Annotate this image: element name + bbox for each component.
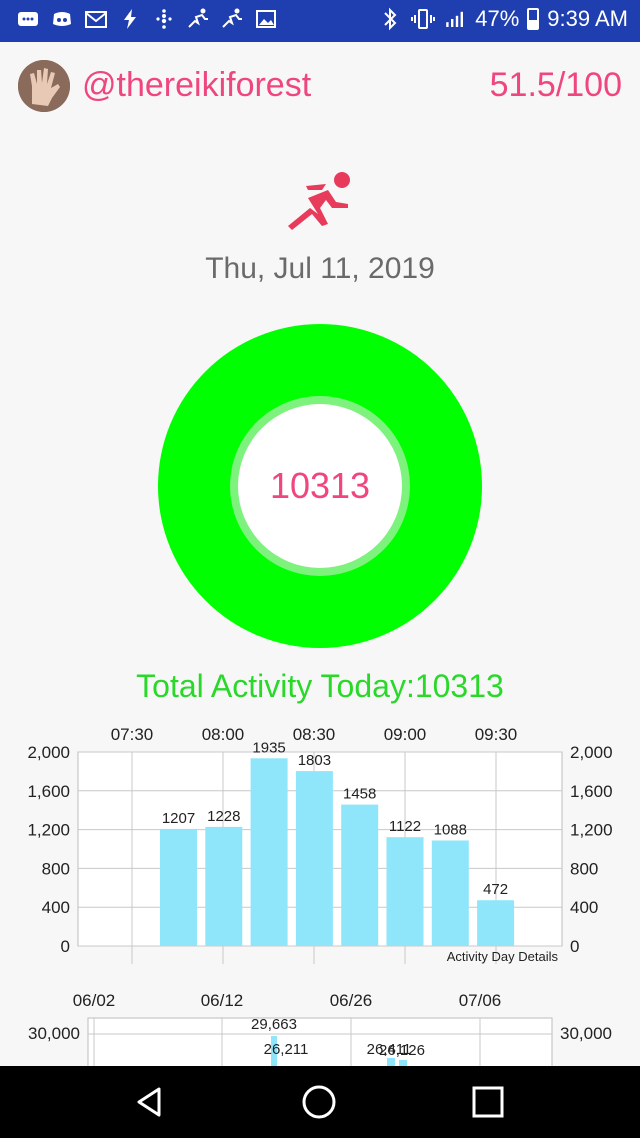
chart1-y-tick-right: 1,600 [570,782,613,801]
chart1-bar-label: 1088 [434,821,467,838]
chart2-plot-area [87,1017,553,1066]
home-button[interactable] [299,1082,339,1122]
runner-icon [220,7,244,31]
status-right: 47% 9:39 AM [379,6,628,32]
chart2-y-tick-right: 30,000 [560,1024,612,1043]
discord-icon [50,7,74,31]
battery-icon [527,8,540,30]
chart1-bar [386,837,424,946]
avatar[interactable] [18,60,70,112]
chart1-y-tick-right: 0 [570,937,579,956]
chart1-x-tick: 08:00 [202,725,245,744]
chart1-y-tick-left: 800 [42,859,70,878]
chart1-bar [341,804,379,946]
chart1-bar [431,840,469,946]
recents-button[interactable] [468,1082,508,1122]
bluetooth-icon [379,7,403,31]
gmail-icon [84,7,108,31]
navigation-bar [0,1066,640,1138]
chart2-x-tick: 06/12 [201,991,244,1010]
status-bar: 47% 9:39 AM [0,0,640,42]
chart1-bar [295,771,333,946]
chart2-bar-label: 29,663 [251,1016,297,1033]
ring-value: 10313 [238,404,402,568]
chart1-bar-label: 1228 [207,808,240,825]
runner-icon [282,168,358,238]
chart1-y-tick-left: 1,200 [27,821,70,840]
chart1-y-tick-left: 400 [42,898,70,917]
chart2-bar-label: 26,126 [379,1042,425,1059]
chart2-bar [271,1036,277,1066]
chart1-bar-label: 1207 [162,810,195,827]
chart1-bar [250,758,288,946]
chart1-bar [205,826,243,946]
chart1-x-tick: 09:00 [384,725,427,744]
back-button[interactable] [130,1082,170,1122]
lte-signal-icon [443,7,467,31]
score: 51.5/100 [489,66,622,104]
chart2-y-tick-left: 30,000 [28,1024,80,1043]
chart2-bar-label: 26,411 [367,1041,412,1058]
chart1-bar-label: 472 [483,881,508,898]
image-icon [254,7,278,31]
chart1-y-tick-right: 800 [570,859,598,878]
chart1-y-tick-right: 400 [570,898,598,917]
chart1-x-tick: 09:30 [475,725,518,744]
battery-percent: 47% [475,6,520,31]
chart2-x-tick: 06/02 [73,991,116,1010]
fitbit-icon [152,7,176,31]
profile-header: @thereikiforest 51.5/100 [0,42,640,132]
vibrate-icon [411,7,436,31]
chart1-y-tick-right: 1,200 [570,821,613,840]
chart2-bar [387,1058,395,1066]
activity-ring: 10313 [158,324,482,648]
activity-charts[interactable]: 0 0 400 400 800 800 1,200 1,200 1,600 1,600 2,000 2… [0,718,640,1066]
chart1-y-tick-right: 2,000 [570,743,613,762]
runner-icon [186,7,210,31]
chart1-x-tick: 08:30 [293,725,336,744]
chart1-bar [477,900,515,946]
chart1-bar-label: 1458 [343,786,376,803]
chart1-bar [160,828,197,946]
messages-icon [16,7,40,31]
chart2-x-tick: 07/06 [459,991,502,1010]
bolt-icon [118,7,142,31]
chart1-bar-label: 1122 [389,818,421,835]
clock: 9:39 AM [547,6,628,31]
chart1-description: Activity Day Details [447,949,559,964]
chart1-y-tick-left: 1,600 [27,782,70,801]
notification-icons [16,7,278,31]
username[interactable]: @thereikiforest [82,66,312,104]
chart1-y-tick-left: 0 [61,937,70,956]
total-activity-label: Total Activity Today:10313 [136,668,504,704]
chart1-bar-label: 1935 [252,739,285,756]
chart1-bar-label: 1803 [298,752,331,769]
activity-date: Thu, Jul 11, 2019 [205,252,435,285]
chart2-x-tick: 06/26 [330,991,373,1010]
chart2-bar [399,1060,407,1066]
chart1-y-tick-left: 2,000 [27,743,70,762]
chart2-bar-label: 26,211 [264,1041,309,1058]
chart1-x-tick: 07:30 [111,725,154,744]
